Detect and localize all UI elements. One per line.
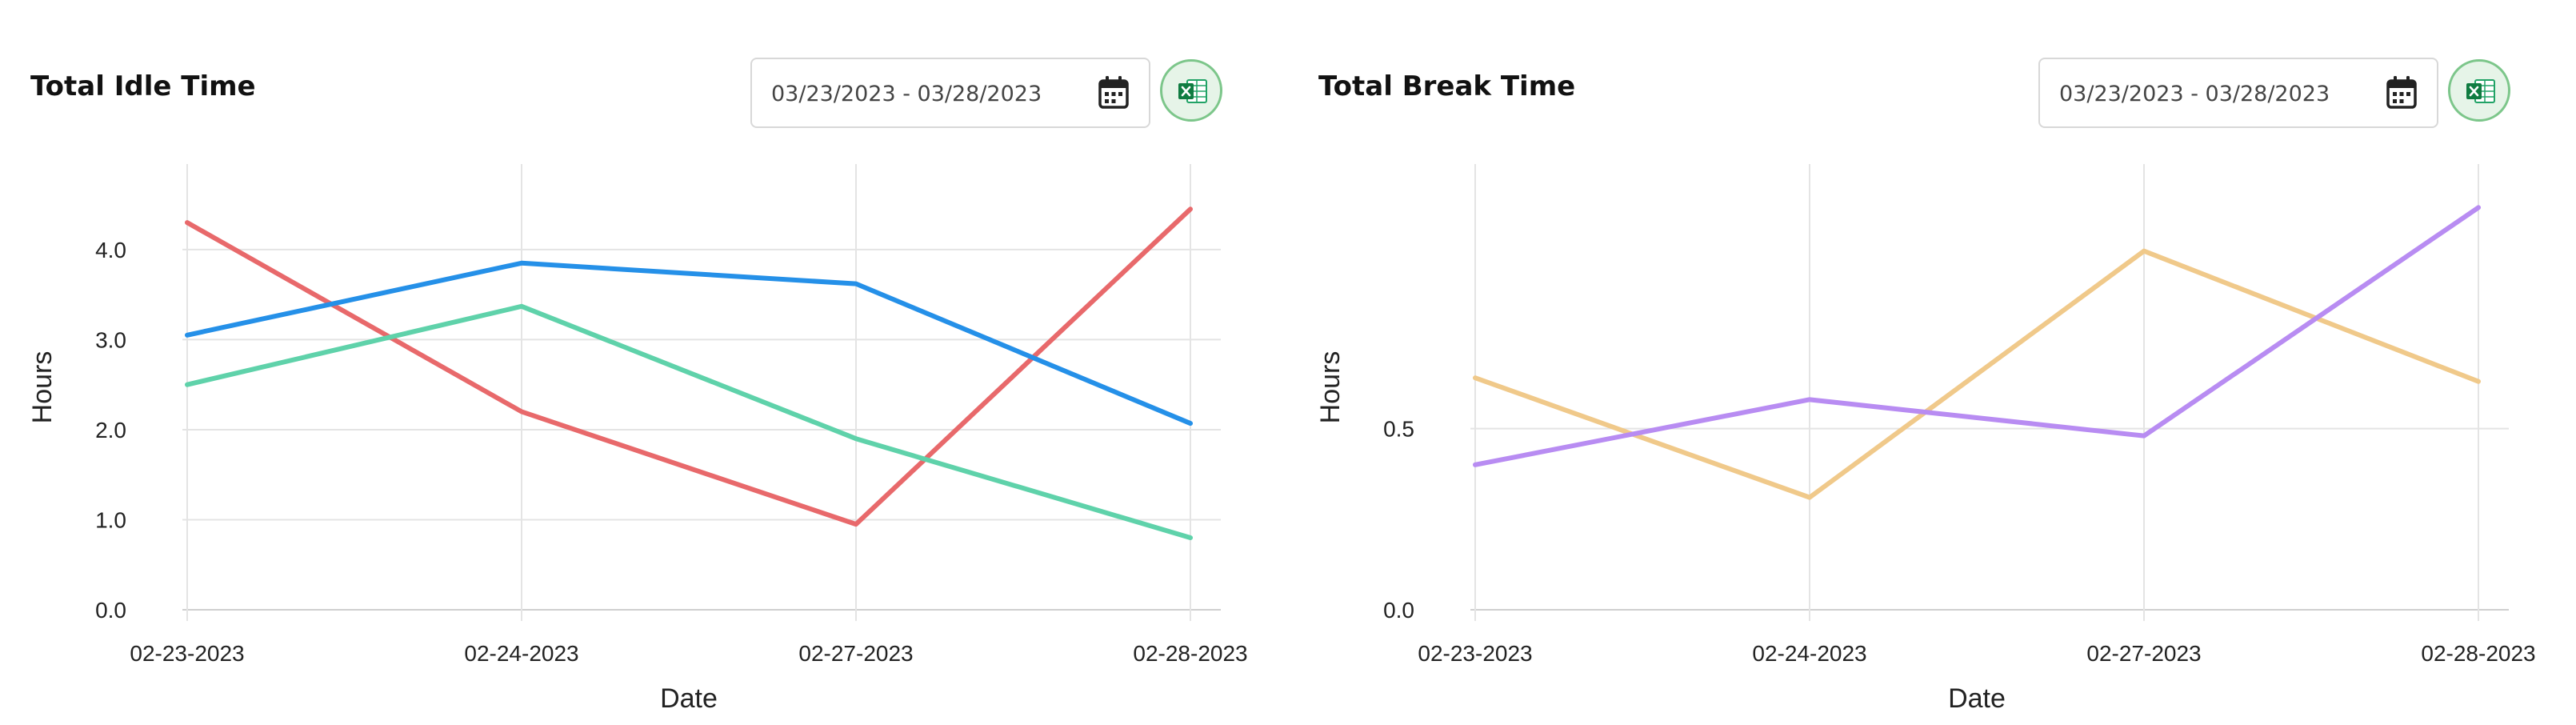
date-range-input[interactable]: 03/23/2023 - 03/28/2023 (750, 58, 1150, 128)
series-line-2 (185, 260, 1193, 427)
excel-icon (2466, 79, 2495, 103)
date-range-value: 03/23/2023 - 03/28/2023 (771, 82, 1042, 106)
export-excel-button[interactable] (1160, 59, 1222, 122)
series-line-3 (185, 303, 1193, 540)
y-tick-label: 2.0 (95, 418, 126, 443)
series-line-1 (1473, 248, 2481, 500)
idle-time-line-chart: 0.0 1.0 2.0 3.0 4.0 02-23-2023 02-24-2023 02-27… (27, 164, 1248, 714)
panel-title: Total Break Time (1318, 70, 1576, 102)
break-time-line-chart: 0.0 0.5 02-23-2023 02-24-2023 02-27-2023 02-2… (1315, 164, 2536, 714)
y-tick-label: 0.0 (95, 598, 126, 623)
y-tick-label: 3.0 (95, 327, 126, 352)
y-axis-label: Hours (1315, 351, 1346, 424)
y-tick-label: 0.0 (1383, 598, 1414, 623)
y-axis-label: Hours (27, 351, 58, 424)
x-tick-label: 02-23-2023 (130, 641, 244, 666)
panel-title: Total Idle Time (30, 70, 256, 102)
date-range-input[interactable]: 03/23/2023 - 03/28/2023 (2038, 58, 2438, 128)
date-range-value: 03/23/2023 - 03/28/2023 (2059, 82, 2330, 106)
series-line-2 (1473, 205, 2481, 467)
x-axis-label: Date (660, 683, 718, 714)
x-tick-label: 02-27-2023 (2086, 641, 2201, 666)
x-tick-label: 02-28-2023 (1133, 641, 1247, 666)
idle-time-panel: Total Idle Time 03/23/2023 - 03/28/2023 … (27, 58, 1248, 714)
y-tick-label: 4.0 (95, 238, 126, 262)
series-line-1 (185, 206, 1193, 527)
export-excel-button[interactable] (2448, 59, 2510, 122)
y-tick-label: 1.0 (95, 507, 126, 532)
x-axis-label: Date (1948, 683, 2006, 714)
x-tick-label: 02-24-2023 (464, 641, 578, 666)
x-tick-label: 02-27-2023 (798, 641, 913, 666)
x-tick-label: 02-23-2023 (1418, 641, 1532, 666)
break-time-panel: Total Break Time 03/23/2023 - 03/28/2023… (1288, 0, 2576, 725)
calendar-icon[interactable] (1098, 75, 1130, 110)
calendar-icon[interactable] (2386, 75, 2418, 110)
x-tick-label: 02-24-2023 (1752, 641, 1866, 666)
x-tick-label: 02-28-2023 (2421, 641, 2535, 666)
y-tick-label: 0.5 (1383, 417, 1414, 442)
excel-icon (1178, 79, 1207, 103)
